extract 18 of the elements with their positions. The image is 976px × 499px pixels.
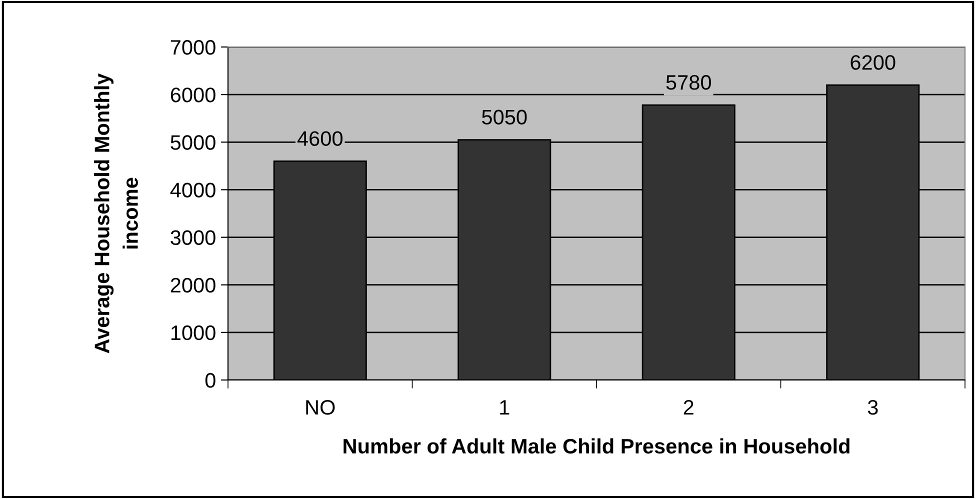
y-tick-label: 4000 [170,182,216,198]
data-label: 4600 [297,131,342,146]
y-tick-label: 0 [205,373,216,388]
y-tick-label: 3000 [170,230,216,246]
y-axis-title: Average Household Monthly income [94,73,138,354]
data-label: 5780 [666,75,711,90]
data-label: 6200 [850,55,896,70]
x-tick-label: 1 [500,400,510,415]
y-tick-label: 5000 [170,135,216,150]
x-axis-title: Number of Adult Male Child Presence in Household [344,438,850,454]
y-tick-label: 7000 [170,40,216,55]
y-tick-label: 1000 [171,325,216,340]
data-label: 5050 [482,110,527,125]
x-tick-label: 3 [868,400,878,415]
y-tick-label: 6000 [170,88,216,102]
x-tick-label: 2 [684,400,694,415]
x-tick-label: NO [306,400,335,415]
y-tick-label: 2000 [170,278,216,293]
